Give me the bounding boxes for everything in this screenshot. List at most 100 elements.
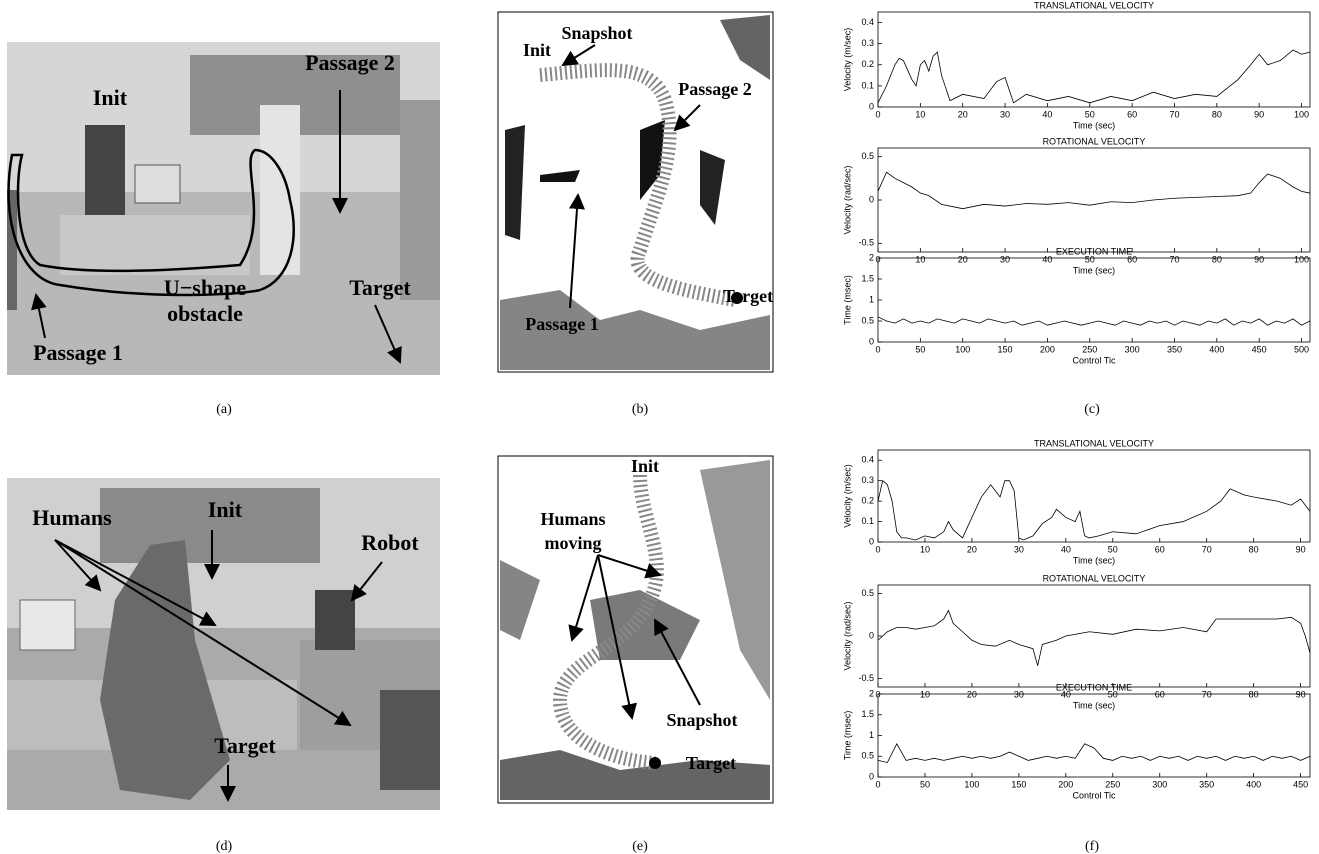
y-tick-label: 0	[869, 194, 874, 204]
x-tick-label: 450	[1252, 344, 1267, 354]
line	[878, 481, 1310, 540]
y-tick-label: 0	[869, 101, 874, 111]
x-tick-label: 40	[1042, 254, 1052, 264]
line	[878, 50, 1310, 103]
x-tick-label: 300	[1125, 344, 1140, 354]
annotation: U−shape	[164, 275, 246, 300]
x-tick-label: 90	[1254, 109, 1264, 119]
x-tick-label: 250	[1105, 779, 1120, 789]
x-tick-label: 400	[1209, 344, 1224, 354]
line	[878, 611, 1310, 666]
x-tick-label: 90	[1296, 544, 1306, 554]
x-axis-label: Control Tic	[1072, 790, 1116, 800]
x-tick-label: 30	[1000, 109, 1010, 119]
x-axis-label: Time (sec)	[1073, 120, 1115, 130]
annotation: Init	[631, 456, 659, 476]
y-tick-label: 0	[869, 336, 874, 346]
x-tick-label: 90	[1254, 254, 1264, 264]
y-tick-label: 0.5	[861, 588, 874, 598]
line	[878, 317, 1310, 325]
x-tick-label: 0	[875, 779, 880, 789]
x-tick-label: 100	[955, 344, 970, 354]
x-tick-label: 50	[1085, 109, 1095, 119]
y-tick-label: 1	[869, 730, 874, 740]
annotation: Passage 1	[33, 340, 123, 365]
x-tick-label: 10	[915, 109, 925, 119]
panel-label: (a)	[216, 402, 232, 417]
x-tick-label: 70	[1169, 254, 1179, 264]
y-tick-label: 0	[869, 536, 874, 546]
chart-title: TRANSLATIONAL VELOCITY	[1034, 0, 1154, 10]
annotation: Snapshot	[666, 710, 737, 730]
line	[878, 744, 1310, 763]
y-tick-label: 0.1	[861, 516, 874, 526]
y-tick-label: 0	[869, 630, 874, 640]
annotation: Humans	[32, 505, 112, 530]
x-tick-label: 100	[1294, 254, 1309, 264]
annotation: Passage 1	[525, 314, 599, 334]
figure: Init Passage 2 Target U−shape obstacle P…	[0, 0, 1319, 854]
x-tick-label: 0	[875, 544, 880, 554]
line	[878, 172, 1310, 208]
x-tick-label: 50	[1108, 544, 1118, 554]
annotation: Init	[208, 497, 243, 522]
y-tick-label: 0.3	[861, 38, 874, 48]
annotation: Target	[686, 753, 736, 773]
y-tick-label: 2	[869, 688, 874, 698]
plot-area	[878, 12, 1310, 107]
plot-area	[878, 585, 1310, 687]
x-tick-label: 0	[875, 344, 880, 354]
annotation: Passage 2	[678, 79, 752, 99]
y-tick-label: 0.2	[861, 59, 874, 69]
x-tick-label: 20	[958, 109, 968, 119]
x-tick-label: 300	[1152, 779, 1167, 789]
annotation: Snapshot	[561, 23, 632, 43]
chart-title: ROTATIONAL VELOCITY	[1043, 136, 1146, 146]
y-tick-label: 0.5	[861, 751, 874, 761]
map-b: Init Snapshot Passage 2 Passage 1 Target	[498, 12, 773, 372]
x-tick-label: 30	[1014, 544, 1024, 554]
y-tick-label: 2	[869, 252, 874, 262]
chart-title: EXECUTION TIME	[1056, 246, 1132, 256]
x-tick-label: 10	[915, 254, 925, 264]
x-tick-label: 80	[1249, 544, 1259, 554]
x-tick-label: 20	[967, 544, 977, 554]
chart-title: TRANSLATIONAL VELOCITY	[1034, 438, 1154, 448]
annotation: obstacle	[167, 301, 243, 326]
x-tick-label: 500	[1294, 344, 1309, 354]
y-tick-label: 0.4	[861, 17, 874, 27]
y-tick-label: 0.3	[861, 475, 874, 485]
x-tick-label: 10	[920, 544, 930, 554]
x-tick-label: 150	[998, 344, 1013, 354]
y-tick-label: 0	[869, 771, 874, 781]
x-tick-label: 50	[915, 344, 925, 354]
panel-label: (c)	[1084, 402, 1100, 417]
x-tick-label: 350	[1167, 344, 1182, 354]
y-tick-label: 0.1	[861, 80, 874, 90]
x-tick-label: 0	[875, 109, 880, 119]
x-tick-label: 20	[958, 254, 968, 264]
annotation: Init	[523, 40, 551, 60]
y-tick-label: -0.5	[858, 673, 874, 683]
y-axis-label: Velocity (m/sec)	[842, 28, 852, 92]
y-tick-label: -0.5	[858, 238, 874, 248]
x-tick-label: 70	[1202, 544, 1212, 554]
annotation: Robot	[361, 530, 419, 555]
annotation: Target	[723, 286, 773, 306]
y-tick-label: 1.5	[861, 273, 874, 283]
x-tick-label: 200	[1040, 344, 1055, 354]
x-tick-label: 70	[1169, 109, 1179, 119]
chart-title: EXECUTION TIME	[1056, 682, 1132, 692]
panel-label: (f)	[1085, 839, 1099, 854]
x-axis-label: Time (sec)	[1073, 265, 1115, 275]
x-tick-label: 80	[1212, 254, 1222, 264]
x-tick-label: 80	[1212, 109, 1222, 119]
x-tick-label: 150	[1011, 779, 1026, 789]
annotation: Target	[214, 733, 276, 758]
y-tick-label: 0.5	[861, 151, 874, 161]
map-e: Init Humans moving Snapshot Target	[498, 456, 773, 803]
annotation: Humans	[540, 509, 605, 529]
y-tick-label: 0.2	[861, 495, 874, 505]
x-tick-label: 100	[964, 779, 979, 789]
annotation: moving	[544, 533, 601, 553]
